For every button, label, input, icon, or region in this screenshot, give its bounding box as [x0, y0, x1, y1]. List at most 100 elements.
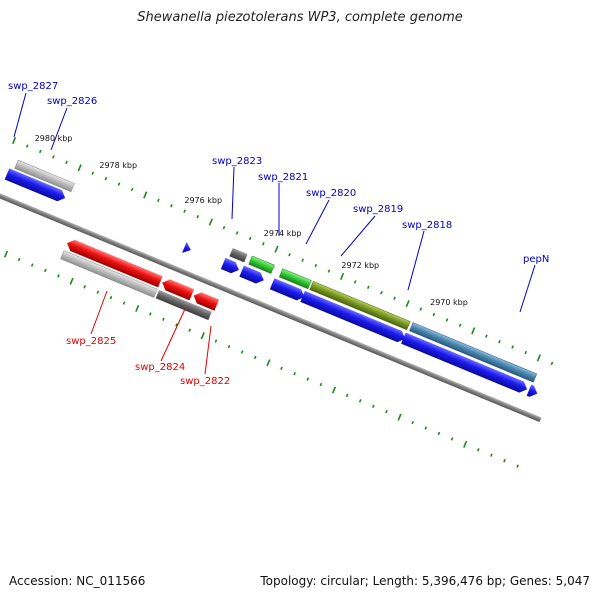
minor-tick: [353, 280, 357, 284]
minor-tick: [227, 344, 231, 349]
label-swp-2821[interactable]: swp_2821: [258, 172, 308, 183]
accession-text: Accession: NC_011566: [9, 574, 146, 588]
gene-swp-2821-grey[interactable]: [229, 247, 248, 263]
gene-swp-2820[interactable]: [239, 265, 266, 286]
minor-tick: [476, 448, 480, 452]
minor-tick: [319, 382, 323, 387]
leader-swp-2818: [407, 230, 425, 291]
gene-swp-2823[interactable]: [182, 241, 193, 256]
label-swp-2826[interactable]: swp_2826: [47, 96, 97, 107]
minor-tick: [222, 225, 226, 230]
minor-tick: [301, 258, 305, 262]
minor-tick: [196, 214, 200, 219]
major-tick: [200, 332, 205, 340]
kbp-label: 2980 kbp: [35, 134, 73, 143]
gene-pepN-steel[interactable]: [409, 322, 538, 383]
minor-tick: [38, 149, 42, 154]
gene-swp-2825[interactable]: [65, 238, 163, 288]
minor-tick: [57, 274, 60, 278]
minor-tick: [314, 263, 318, 268]
minor-tick: [30, 263, 34, 267]
minor-tick: [458, 323, 462, 328]
gene-swp-2827-grey[interactable]: [14, 159, 75, 193]
label-swp-2823[interactable]: swp_2823: [212, 156, 262, 167]
gene-swp-2820-green[interactable]: [248, 255, 275, 274]
major-tick: [331, 386, 337, 394]
major-tick: [471, 327, 476, 335]
gene-pepN[interactable]: [401, 332, 529, 395]
gene-swp-2818[interactable]: [300, 290, 407, 345]
minor-tick: [162, 317, 165, 322]
label-swp-2820[interactable]: swp_2820: [306, 188, 356, 199]
major-tick: [266, 359, 271, 367]
minor-tick: [372, 404, 375, 408]
leader-swp-2820: [305, 199, 330, 245]
label-pepN[interactable]: pepN: [523, 254, 549, 265]
leader-swp-2822: [204, 325, 212, 375]
minor-tick: [393, 296, 396, 300]
kbp-label: 2974 kbp: [264, 229, 302, 238]
leader-swp-2825: [90, 290, 108, 335]
minor-tick: [188, 328, 191, 332]
kbp-label: 2976 kbp: [184, 196, 222, 205]
gene-swp-2824[interactable]: [160, 277, 195, 301]
minor-tick: [490, 453, 493, 457]
gene-swp-2819-green[interactable]: [278, 268, 312, 290]
leader-swp-2826: [50, 107, 68, 151]
minor-tick: [109, 295, 113, 300]
gene-next-forward[interactable]: [526, 384, 540, 400]
minor-tick: [170, 204, 173, 208]
kbp-label: 2970 kbp: [430, 298, 468, 307]
major-tick: [143, 191, 148, 199]
gene-swp-2825-grey[interactable]: [60, 250, 158, 298]
leader-pepN: [519, 264, 536, 313]
label-swp-2819[interactable]: swp_2819: [353, 204, 403, 215]
label-swp-2824[interactable]: swp_2824: [135, 362, 185, 373]
minor-tick: [306, 377, 310, 381]
minor-tick: [419, 307, 423, 311]
minor-tick: [248, 236, 252, 241]
major-tick: [463, 440, 468, 448]
major-tick: [208, 218, 213, 226]
label-swp-2818[interactable]: swp_2818: [402, 220, 452, 231]
minor-tick: [524, 350, 528, 355]
leader-swp-2819: [340, 215, 376, 257]
minor-tick: [450, 437, 454, 441]
minor-tick: [157, 198, 160, 203]
minor-tick: [288, 253, 291, 257]
minor-tick: [385, 410, 388, 414]
minor-tick: [44, 268, 47, 273]
kbp-labels: 2980 kbp 2978 kbp 2976 kbp 2974 kbp 2972 kbp…: [35, 134, 468, 307]
minor-tick: [183, 209, 186, 213]
minor-tick: [432, 312, 436, 317]
minor-tick: [327, 269, 331, 273]
genome-backbone: [0, 149, 542, 423]
leader-swp-2827: [13, 92, 27, 138]
gene-swp-2818-olive[interactable]: [309, 280, 411, 331]
label-swp-2825[interactable]: swp_2825: [66, 336, 116, 347]
gene-swp-2824-grey[interactable]: [155, 289, 212, 321]
map-title: Shewanella piezotolerans WP3, complete g…: [137, 10, 463, 25]
minor-tick: [91, 171, 95, 175]
major-tick: [536, 354, 541, 362]
reverse-gene-labels: swp_2825 swp_2824 swp_2822: [66, 290, 230, 387]
minor-tick: [175, 323, 178, 327]
gene-swp-2822[interactable]: [191, 290, 220, 311]
major-tick: [397, 413, 402, 421]
minor-tick: [511, 345, 514, 349]
minor-tick: [498, 339, 501, 344]
minor-tick: [83, 285, 87, 289]
minor-tick: [516, 464, 519, 468]
label-swp-2827[interactable]: swp_2827: [8, 81, 58, 92]
minor-tick: [148, 312, 152, 316]
gene-swp-2827[interactable]: [4, 168, 68, 203]
minor-tick: [485, 334, 488, 338]
minor-tick: [122, 301, 126, 305]
leader-swp-2824: [160, 308, 186, 362]
minor-tick: [25, 144, 29, 148]
major-tick: [69, 277, 74, 285]
label-swp-2822[interactable]: swp_2822: [180, 376, 230, 387]
gene-swp-2819[interactable]: [269, 278, 307, 302]
gene-swp-2821[interactable]: [220, 257, 241, 276]
